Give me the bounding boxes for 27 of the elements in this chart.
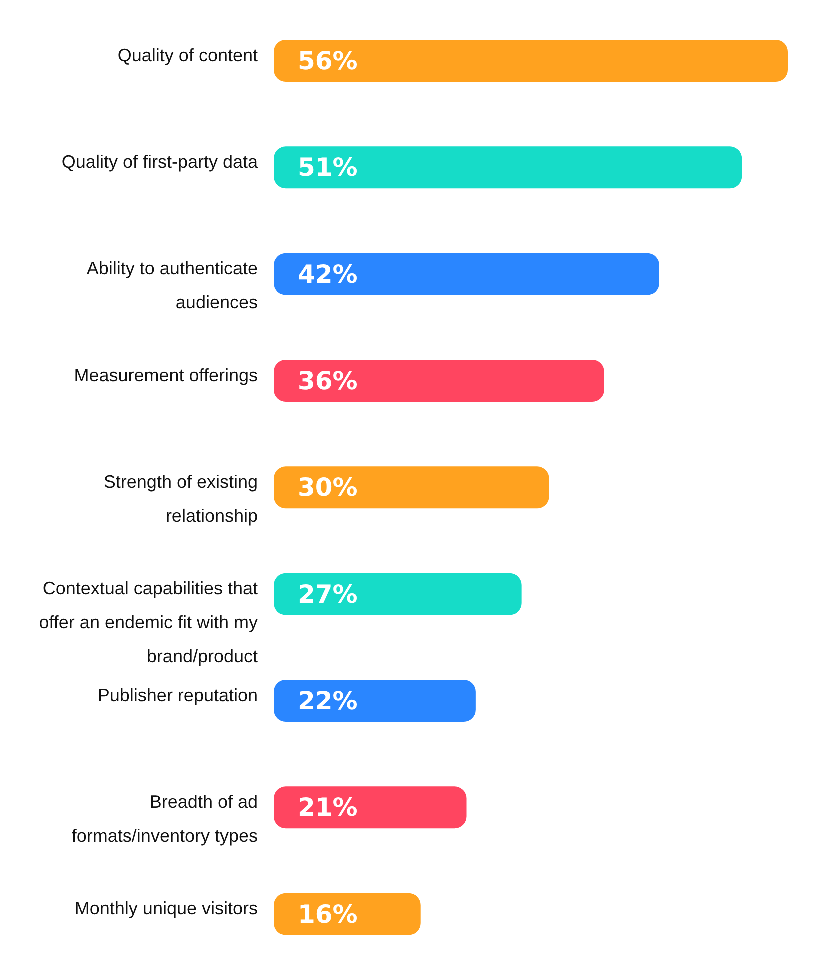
data-label: 21% — [298, 793, 358, 822]
data-label: 16% — [298, 900, 358, 929]
data-label: 51% — [298, 153, 358, 182]
bar — [274, 360, 604, 402]
bar — [274, 146, 742, 189]
data-label: 27% — [298, 580, 358, 609]
bar — [274, 680, 476, 722]
y-tick-label: Publisher reputation — [98, 685, 258, 706]
data-label: 22% — [298, 686, 358, 716]
bar — [274, 893, 421, 936]
y-tick-label: Quality of content — [118, 45, 258, 66]
bar — [274, 253, 660, 296]
bar — [274, 466, 550, 509]
bar — [274, 786, 467, 829]
y-tick-label: Ability to authenticate audiences — [86, 258, 258, 313]
data-label: 56% — [298, 46, 358, 76]
bar — [274, 40, 788, 82]
bar — [274, 573, 522, 616]
y-tick-label: Monthly unique visitors — [74, 898, 258, 919]
y-tick-label: Strength of existing relationship — [104, 472, 258, 526]
data-label: 36% — [298, 366, 358, 396]
data-label: 30% — [298, 473, 358, 502]
y-tick-label: Breadth of ad formats/inventory types — [72, 792, 258, 846]
y-tick-label: Quality of first-party data — [62, 152, 259, 172]
y-tick-label: Measurement offerings — [74, 365, 258, 386]
y-tick-label: Contextual capabilities that offer an endemic fit with my brand/product — [39, 578, 258, 667]
data-label: 42% — [298, 260, 358, 289]
